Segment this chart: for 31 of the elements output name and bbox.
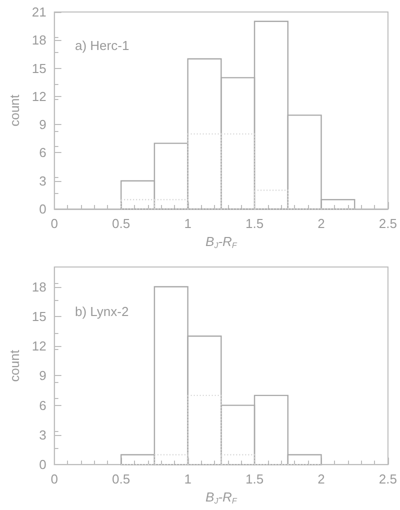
x-tick-label: 0.5: [112, 472, 130, 487]
y-tick-label: 18: [32, 279, 46, 294]
y-tick-label: 3: [39, 173, 46, 188]
y-axis-title: count: [7, 350, 22, 382]
x-tick-label: 2.5: [378, 216, 398, 231]
y-tick-label: 12: [32, 88, 46, 104]
y-axis-title: count: [7, 94, 22, 126]
y-tick-label: 0: [39, 202, 46, 216]
x-tick-label: 0.5: [112, 216, 130, 231]
y-tick-label: 3: [39, 427, 46, 442]
text: b) Lynx-2: [75, 304, 129, 319]
y-tick-label: 9: [39, 117, 46, 132]
y-tick-label: 9: [39, 368, 46, 384]
y-tick-label: 12: [32, 338, 46, 354]
x-tick-label: 2: [318, 216, 325, 231]
y-tick-label: 6: [39, 145, 46, 160]
x-tick-label: 1: [184, 472, 192, 487]
y-tick-label: 0: [39, 457, 46, 472]
x-tick-label: 2.5: [378, 472, 398, 487]
x-tick-label: 1: [184, 216, 192, 231]
y-tick-label: 21: [32, 4, 46, 20]
x-tick-label: 0: [50, 216, 58, 231]
x-tick-label: 0: [50, 472, 58, 487]
x-tick-label: 1.5: [245, 472, 264, 487]
y-tick-label: 15: [32, 60, 46, 76]
y-tick-label: 6: [39, 398, 46, 413]
y-tick-label: 18: [32, 32, 46, 48]
x-tick-label: 1.5: [245, 216, 264, 231]
x-tick-label: 2: [318, 472, 325, 487]
y-tick-label: 15: [32, 308, 46, 324]
text: a) Herc-1: [75, 38, 130, 53]
